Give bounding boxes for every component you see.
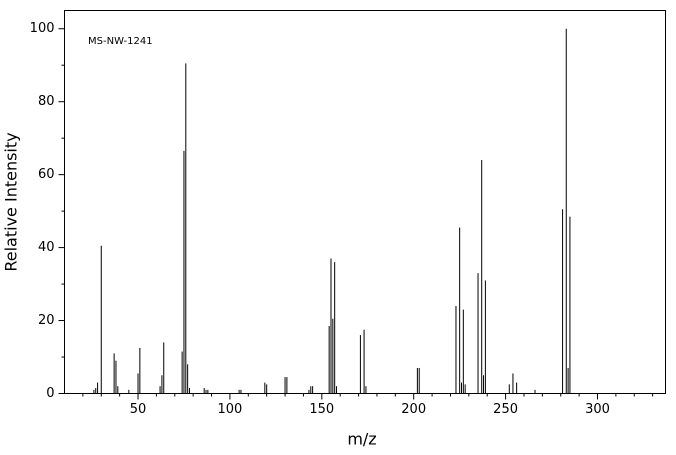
y-tick-label: 80 — [38, 94, 55, 109]
y-tick-label: 100 — [30, 21, 55, 36]
x-tick-label: 150 — [309, 402, 334, 417]
annotation: MS-NW-1241 — [88, 36, 153, 47]
y-tick-label: 60 — [38, 167, 55, 182]
y-tick-label: 0 — [46, 386, 54, 401]
x-tick-label: 200 — [401, 402, 426, 417]
x-tick-label: 300 — [585, 402, 610, 417]
x-tick-label: 50 — [130, 402, 147, 417]
y-tick-label: 40 — [38, 240, 55, 255]
x-tick-label: 250 — [493, 402, 518, 417]
y-tick-label: 20 — [38, 313, 55, 328]
x-tick-label: 100 — [217, 402, 242, 417]
y-axis-label: Relative Intensity — [2, 132, 21, 271]
plot-frame — [64, 10, 666, 394]
x-axis-label: m/z — [347, 430, 376, 449]
